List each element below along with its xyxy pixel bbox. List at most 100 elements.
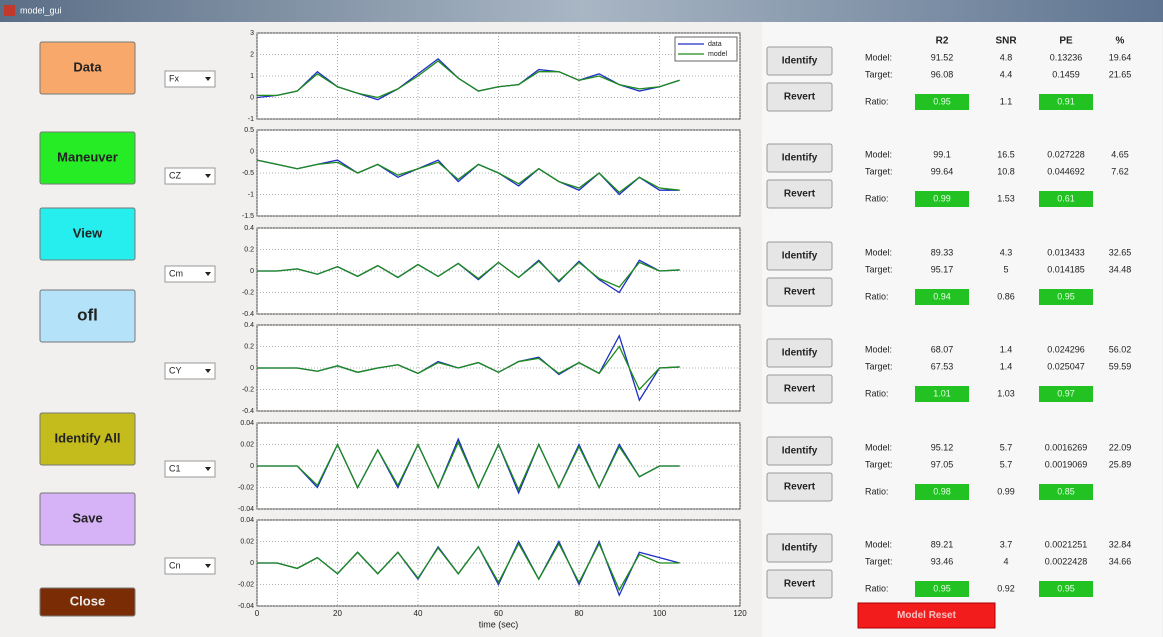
y-tick-label: -0.04	[238, 603, 254, 610]
revert-button[interactable]	[766, 82, 833, 112]
button-label: Identify All	[55, 430, 121, 445]
button[interactable]	[39, 207, 136, 261]
legend	[674, 36, 738, 62]
stat-value: 0.95	[933, 583, 951, 593]
y-tick-label: -0.04	[238, 506, 254, 513]
stat-value: 1.1	[1000, 96, 1013, 106]
stat-value: 0.025047	[1047, 361, 1085, 371]
y-tick-label: -0.4	[242, 408, 254, 415]
stat-value: 1.4	[1000, 361, 1013, 371]
stat-value: 97.05	[931, 459, 954, 469]
stat-value: 0.0019069	[1045, 459, 1088, 469]
stat-value: 16.5	[997, 149, 1015, 159]
dropdown[interactable]	[164, 460, 216, 478]
dropdown[interactable]	[164, 167, 216, 185]
y-tick-label: 0	[250, 268, 254, 275]
identify-button[interactable]	[766, 241, 833, 271]
row-label: Target:	[865, 69, 893, 79]
stat-value: 91.52	[931, 52, 954, 62]
stat-value: 95.12	[931, 442, 954, 452]
identify-label: Identify	[782, 153, 818, 164]
series-line	[257, 440, 680, 492]
stat-value: 32.65	[1109, 247, 1132, 257]
stat-value: 32.84	[1109, 539, 1132, 549]
stat-value: 96.08	[931, 69, 954, 79]
revert-label: Revert	[784, 287, 816, 298]
row-label: Model:	[865, 149, 892, 159]
stat-value: 0.97	[1057, 388, 1075, 398]
y-tick-label: -1	[248, 191, 254, 198]
button-label: View	[73, 225, 103, 240]
y-tick-label: -0.4	[242, 311, 254, 318]
button-label: Maneuver	[57, 149, 118, 164]
stat-value: 89.33	[931, 247, 954, 257]
identify-button[interactable]	[766, 46, 833, 76]
stat-value: 0.85	[1057, 486, 1075, 496]
stat-value: 5.7	[1000, 442, 1013, 452]
y-tick-label: 0	[250, 463, 254, 470]
y-tick-label: 0.04	[240, 420, 254, 427]
dropdown[interactable]	[164, 70, 216, 88]
revert-label: Revert	[784, 579, 816, 590]
revert-button[interactable]	[766, 277, 833, 307]
revert-button[interactable]	[766, 179, 833, 209]
row-label: Ratio:	[865, 388, 889, 398]
series-line	[257, 260, 680, 288]
x-tick-label: 60	[494, 609, 503, 618]
dropdown-value: CZ	[169, 170, 181, 180]
x-tick-label: 120	[733, 609, 747, 618]
x-tick-label: 20	[333, 609, 342, 618]
y-tick-label: 0	[250, 365, 254, 372]
reset-button[interactable]	[857, 602, 996, 629]
row-label: Model:	[865, 52, 892, 62]
stat-value: 0.95	[1057, 291, 1075, 301]
button-label: Save	[72, 510, 102, 525]
stat-value: 1.53	[997, 193, 1015, 203]
dropdown[interactable]	[164, 265, 216, 283]
button[interactable]	[39, 131, 136, 185]
stat-value: 10.8	[997, 166, 1015, 176]
y-tick-label: 2	[250, 51, 254, 58]
dropdown[interactable]	[164, 362, 216, 380]
row-label: Target:	[865, 166, 893, 176]
identify-button[interactable]	[766, 338, 833, 368]
button[interactable]	[39, 492, 136, 546]
button-label: ofl	[77, 305, 98, 324]
identify-button[interactable]	[766, 436, 833, 466]
stat-value: 4.4	[1000, 69, 1013, 79]
column-header: SNR	[995, 36, 1017, 47]
stat-value: 19.64	[1109, 52, 1132, 62]
revert-button[interactable]	[766, 374, 833, 404]
button[interactable]	[39, 587, 136, 617]
revert-label: Revert	[784, 384, 816, 395]
ratio-box	[915, 581, 969, 597]
identify-label: Identify	[782, 348, 818, 359]
button-label: Data	[73, 59, 102, 74]
button[interactable]	[39, 412, 136, 466]
stat-value: 0.014185	[1047, 264, 1085, 274]
stat-value: 99.64	[931, 166, 954, 176]
stat-value: 1.03	[997, 388, 1015, 398]
stat-value: 0.61	[1057, 193, 1075, 203]
dropdown-arrow	[205, 467, 211, 471]
window-title: model_gui	[20, 5, 62, 15]
row-label: Target:	[865, 361, 893, 371]
series-line	[257, 345, 680, 391]
revert-button[interactable]	[766, 472, 833, 502]
dropdown-arrow	[205, 174, 211, 178]
identify-button[interactable]	[766, 143, 833, 173]
row-label: Target:	[865, 459, 893, 469]
stat-value: 0.013433	[1047, 247, 1085, 257]
button[interactable]	[39, 289, 136, 343]
series-line	[256, 159, 680, 196]
button-label: Close	[70, 593, 105, 608]
stat-value: 0.0022428	[1045, 556, 1088, 566]
x-tick-label: 0	[255, 609, 260, 618]
stat-value: 67.53	[931, 361, 954, 371]
stat-value: 7.62	[1111, 166, 1129, 176]
identify-button[interactable]	[766, 533, 833, 563]
dropdown[interactable]	[164, 557, 216, 575]
ratio-box	[915, 191, 969, 207]
button[interactable]	[39, 41, 136, 95]
revert-button[interactable]	[766, 569, 833, 599]
